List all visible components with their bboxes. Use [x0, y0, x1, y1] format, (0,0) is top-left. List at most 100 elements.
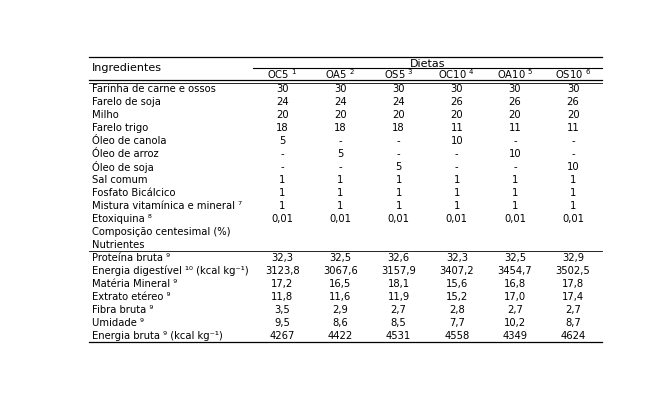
Text: Dietas: Dietas	[410, 59, 446, 69]
Text: -: -	[513, 136, 517, 146]
Text: -: -	[455, 162, 458, 172]
Text: OA5 $^2$: OA5 $^2$	[325, 68, 355, 81]
Text: 3407,2: 3407,2	[439, 266, 474, 276]
Text: 1: 1	[279, 201, 286, 211]
Text: -: -	[397, 136, 401, 146]
Text: 10: 10	[566, 162, 579, 172]
Text: 1: 1	[337, 175, 343, 185]
Text: 8,6: 8,6	[333, 318, 348, 328]
Text: 20: 20	[276, 111, 289, 120]
Text: 10: 10	[509, 149, 521, 159]
Text: 24: 24	[276, 97, 289, 107]
Text: -: -	[513, 162, 517, 172]
Text: 3,5: 3,5	[274, 305, 290, 315]
Text: 2,7: 2,7	[565, 305, 581, 315]
Text: 4558: 4558	[444, 331, 470, 341]
Text: 16,8: 16,8	[504, 279, 526, 289]
Text: Matéria Mineral ⁹: Matéria Mineral ⁹	[92, 279, 177, 289]
Text: OA10 $^5$: OA10 $^5$	[497, 68, 533, 81]
Text: 17,2: 17,2	[271, 279, 294, 289]
Text: Óleo de canola: Óleo de canola	[92, 136, 166, 146]
Text: 1: 1	[279, 188, 286, 198]
Text: OC5 $^1$: OC5 $^1$	[267, 68, 298, 81]
Text: 5: 5	[395, 162, 402, 172]
Text: 18: 18	[392, 123, 405, 133]
Text: 11: 11	[566, 123, 579, 133]
Text: 4267: 4267	[269, 331, 295, 341]
Text: 7,7: 7,7	[449, 318, 465, 328]
Text: 11,6: 11,6	[329, 292, 351, 302]
Text: 30: 30	[276, 85, 288, 95]
Text: 9,5: 9,5	[274, 318, 290, 328]
Text: 1: 1	[395, 188, 402, 198]
Text: Farelo de soja: Farelo de soja	[92, 97, 161, 107]
Text: 17,4: 17,4	[562, 292, 584, 302]
Text: Ingredientes: Ingredientes	[92, 63, 162, 73]
Text: 24: 24	[334, 97, 347, 107]
Text: 4531: 4531	[386, 331, 411, 341]
Text: 0,01: 0,01	[562, 214, 584, 224]
Text: 32,3: 32,3	[271, 253, 294, 263]
Text: 20: 20	[450, 111, 463, 120]
Text: 1: 1	[570, 201, 577, 211]
Text: 0,01: 0,01	[504, 214, 526, 224]
Text: 16,5: 16,5	[329, 279, 351, 289]
Text: 2,7: 2,7	[390, 305, 407, 315]
Text: 3454,7: 3454,7	[498, 266, 532, 276]
Text: 18: 18	[276, 123, 289, 133]
Text: 1: 1	[454, 201, 460, 211]
Text: Fibra bruta ⁹: Fibra bruta ⁹	[92, 305, 153, 315]
Text: 0,01: 0,01	[388, 214, 410, 224]
Text: OC10 $^4$: OC10 $^4$	[438, 68, 475, 81]
Text: 5: 5	[337, 149, 343, 159]
Text: 1: 1	[395, 175, 402, 185]
Text: -: -	[280, 149, 284, 159]
Text: 18,1: 18,1	[388, 279, 410, 289]
Text: 32,3: 32,3	[446, 253, 468, 263]
Text: 18: 18	[334, 123, 347, 133]
Text: Milho: Milho	[92, 111, 118, 120]
Text: 1: 1	[512, 188, 518, 198]
Text: 1: 1	[512, 201, 518, 211]
Text: 20: 20	[509, 111, 521, 120]
Text: Umidade ⁹: Umidade ⁹	[92, 318, 144, 328]
Text: OS10 $^6$: OS10 $^6$	[555, 68, 591, 81]
Text: 0,01: 0,01	[446, 214, 468, 224]
Text: 26: 26	[450, 97, 463, 107]
Text: 8,5: 8,5	[391, 318, 407, 328]
Text: Energia digestível ¹⁰ (kcal kg⁻¹): Energia digestível ¹⁰ (kcal kg⁻¹)	[92, 266, 249, 276]
Text: Fosfato Bicálcico: Fosfato Bicálcico	[92, 188, 175, 198]
Text: 3123,8: 3123,8	[265, 266, 300, 276]
Text: 24: 24	[392, 97, 405, 107]
Text: 3157,9: 3157,9	[381, 266, 416, 276]
Text: Extrato etéreo ⁹: Extrato etéreo ⁹	[92, 292, 170, 302]
Text: Óleo de arroz: Óleo de arroz	[92, 149, 159, 159]
Text: 1: 1	[512, 175, 518, 185]
Text: Farinha de carne e ossos: Farinha de carne e ossos	[92, 85, 216, 95]
Text: 10,2: 10,2	[504, 318, 526, 328]
Text: 32,5: 32,5	[504, 253, 526, 263]
Text: 2,7: 2,7	[507, 305, 523, 315]
Text: 17,8: 17,8	[562, 279, 584, 289]
Text: Energia bruta ⁹ (kcal kg⁻¹): Energia bruta ⁹ (kcal kg⁻¹)	[92, 331, 222, 341]
Text: -: -	[571, 136, 575, 146]
Text: Composição centesimal (%): Composição centesimal (%)	[92, 227, 230, 237]
Text: 30: 30	[450, 85, 463, 95]
Text: 30: 30	[392, 85, 405, 95]
Text: 5: 5	[279, 136, 286, 146]
Text: 1: 1	[570, 175, 577, 185]
Text: 1: 1	[337, 188, 343, 198]
Text: 32,5: 32,5	[329, 253, 351, 263]
Text: Farelo trigo: Farelo trigo	[92, 123, 148, 133]
Text: 0,01: 0,01	[329, 214, 351, 224]
Text: 20: 20	[566, 111, 579, 120]
Text: Etoxiquina ⁸: Etoxiquina ⁸	[92, 214, 152, 224]
Text: Óleo de soja: Óleo de soja	[92, 161, 154, 173]
Text: 17,0: 17,0	[504, 292, 526, 302]
Text: 20: 20	[334, 111, 347, 120]
Text: 3502,5: 3502,5	[556, 266, 591, 276]
Text: 4422: 4422	[328, 331, 353, 341]
Text: -: -	[397, 149, 401, 159]
Text: -: -	[339, 136, 342, 146]
Text: 26: 26	[509, 97, 521, 107]
